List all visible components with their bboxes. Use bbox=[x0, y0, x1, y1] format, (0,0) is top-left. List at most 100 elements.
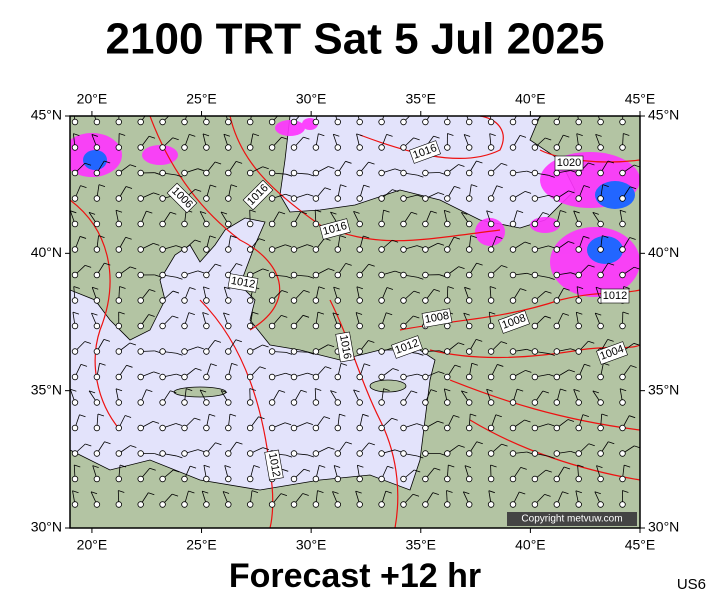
barb-station bbox=[531, 475, 539, 483]
barb-flag bbox=[630, 365, 637, 368]
barb-flag bbox=[362, 413, 369, 417]
barb-flag bbox=[262, 447, 270, 450]
barb-station bbox=[422, 220, 429, 228]
barb-station bbox=[553, 373, 560, 381]
barb-flag bbox=[545, 290, 552, 294]
barb-station bbox=[597, 475, 604, 483]
barb-station bbox=[487, 348, 495, 355]
barb-station bbox=[334, 118, 341, 126]
barb-flag bbox=[203, 108, 209, 110]
barb-station bbox=[93, 475, 101, 483]
barb-station bbox=[466, 424, 473, 432]
barb-flag bbox=[171, 493, 179, 497]
barb-station bbox=[356, 297, 363, 304]
barb-station bbox=[619, 271, 626, 279]
barb-flag bbox=[386, 134, 393, 137]
barb-flag bbox=[568, 241, 575, 244]
barb-station bbox=[378, 169, 385, 177]
barb-flag bbox=[476, 338, 483, 342]
barb-station bbox=[531, 169, 539, 177]
barb-flag bbox=[118, 311, 125, 315]
barb-flag bbox=[229, 413, 237, 417]
barb-flag bbox=[330, 390, 337, 393]
barb-flag bbox=[285, 454, 293, 458]
barb-station bbox=[93, 424, 101, 432]
barb-flag bbox=[303, 468, 311, 472]
barb-flag bbox=[392, 368, 399, 371]
barb-flag bbox=[285, 173, 293, 177]
barb-flag bbox=[433, 111, 439, 113]
barb-flag bbox=[470, 235, 477, 238]
lon-label: 25°E bbox=[186, 91, 217, 107]
barb-flag bbox=[575, 490, 582, 494]
barb-station bbox=[356, 246, 363, 253]
barb-station bbox=[71, 220, 79, 228]
barb-station bbox=[71, 322, 79, 330]
barb-station bbox=[378, 348, 385, 355]
barb-station bbox=[268, 220, 276, 228]
barb-station bbox=[71, 118, 79, 126]
barb-flag bbox=[281, 315, 288, 318]
barb-station bbox=[444, 144, 451, 151]
barb-station bbox=[71, 246, 79, 253]
barb-station bbox=[268, 424, 276, 432]
barb-station bbox=[93, 246, 101, 253]
barb-flag bbox=[80, 363, 88, 367]
barb-flag bbox=[488, 490, 495, 494]
lat-label: 45°N bbox=[31, 107, 62, 123]
barb-flag bbox=[570, 170, 577, 173]
isobar-label-box bbox=[166, 182, 198, 214]
barb-flag bbox=[325, 366, 332, 369]
barb-flag bbox=[224, 286, 231, 290]
forecast-label: Forecast +12 hr bbox=[229, 557, 481, 595]
barb-flag bbox=[394, 168, 402, 172]
barb-station bbox=[444, 220, 451, 228]
barb-flag bbox=[486, 210, 493, 214]
barb-flag bbox=[463, 491, 470, 495]
lon-label: 30°E bbox=[296, 537, 327, 553]
isobar-label-box bbox=[264, 449, 284, 481]
barb-flag bbox=[328, 166, 335, 169]
barb-station bbox=[509, 501, 517, 508]
barb-station bbox=[181, 169, 188, 177]
barb-station bbox=[71, 144, 79, 151]
barb-flag bbox=[501, 443, 508, 447]
barb-station bbox=[334, 246, 341, 253]
barb-flag bbox=[392, 189, 399, 192]
barb-flag bbox=[154, 453, 161, 456]
barb-flag bbox=[560, 388, 567, 392]
barb-station bbox=[290, 475, 298, 483]
barb-station bbox=[509, 297, 517, 304]
lon-label: 35°E bbox=[406, 91, 437, 107]
isobar-label: 1008 bbox=[424, 310, 450, 326]
barb-flag bbox=[387, 465, 394, 469]
barb-station bbox=[400, 271, 407, 279]
barb-flag bbox=[501, 265, 508, 268]
barb-station bbox=[575, 322, 582, 330]
barb-flag bbox=[596, 465, 603, 469]
barb-flag bbox=[368, 263, 375, 267]
barb-flag bbox=[548, 194, 555, 198]
barb-station bbox=[203, 169, 210, 177]
barb-flag bbox=[90, 491, 98, 495]
barb-station bbox=[356, 348, 363, 355]
barb-station bbox=[115, 297, 122, 304]
barb-flag bbox=[339, 413, 346, 417]
barb-flag bbox=[602, 235, 609, 238]
barb-flag bbox=[386, 312, 393, 316]
barb-station bbox=[487, 399, 495, 406]
barb-flag bbox=[386, 287, 394, 290]
barb-station bbox=[290, 424, 298, 432]
barb-flag bbox=[230, 184, 238, 188]
barb-flag bbox=[596, 109, 602, 111]
barb-station bbox=[290, 118, 298, 126]
barb-station bbox=[225, 169, 232, 177]
barb-flag bbox=[576, 311, 583, 315]
barb-flag bbox=[170, 390, 177, 394]
barb-station bbox=[444, 322, 451, 330]
barb-station bbox=[115, 118, 122, 126]
barb-station bbox=[444, 297, 451, 304]
barb-flag bbox=[302, 493, 309, 496]
barb-station bbox=[356, 169, 363, 177]
